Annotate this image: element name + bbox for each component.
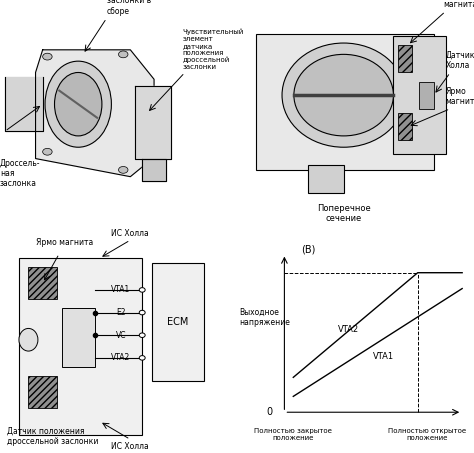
Text: ИС Холла: ИС Холла <box>111 229 149 238</box>
Text: Ярмо магнита: Ярмо магнита <box>36 238 93 247</box>
Bar <box>398 45 412 72</box>
Text: ИС Холла: ИС Холла <box>111 442 149 451</box>
Text: Чувствительный
элемент
датчика
положения
дроссельной
заслонки: Чувствительный элемент датчика положения… <box>182 28 244 70</box>
Text: ECM: ECM <box>167 317 189 327</box>
Bar <box>393 36 446 154</box>
Polygon shape <box>142 159 166 181</box>
Ellipse shape <box>118 167 128 173</box>
Ellipse shape <box>43 149 52 155</box>
Ellipse shape <box>139 288 145 292</box>
Bar <box>152 263 204 381</box>
Polygon shape <box>135 86 171 159</box>
Text: Поперечное
сечение: Поперечное сечение <box>317 204 371 223</box>
Text: VTA1: VTA1 <box>111 285 130 294</box>
Text: Датчик положения
дроссельной заслонки: Датчик положения дроссельной заслонки <box>7 427 99 446</box>
Ellipse shape <box>118 51 128 58</box>
Ellipse shape <box>282 43 405 147</box>
Bar <box>62 308 95 367</box>
Text: VTA2: VTA2 <box>111 353 130 362</box>
Text: VTA1: VTA1 <box>373 352 394 361</box>
Ellipse shape <box>19 328 38 351</box>
Text: VC: VC <box>116 331 126 340</box>
Bar <box>398 113 412 140</box>
Bar <box>19 258 142 435</box>
Text: Корпус
дроссельной
заслонки в
сборе: Корпус дроссельной заслонки в сборе <box>107 0 158 16</box>
Text: E2: E2 <box>116 308 126 317</box>
Bar <box>419 82 434 109</box>
Bar <box>28 267 57 299</box>
Bar <box>28 376 57 408</box>
Polygon shape <box>36 50 154 177</box>
Text: Выходное
напряжение: Выходное напряжение <box>239 308 290 327</box>
Text: Полностью закрытое
положение: Полностью закрытое положение <box>255 428 332 441</box>
Ellipse shape <box>45 61 111 147</box>
Ellipse shape <box>139 310 145 315</box>
Polygon shape <box>5 77 43 131</box>
Text: Ярмо
магнита: Ярмо магнита <box>446 87 474 106</box>
Ellipse shape <box>139 356 145 360</box>
Text: Полностью открытое
положение: Полностью открытое положение <box>388 428 465 441</box>
Bar <box>308 165 344 193</box>
Bar <box>256 34 434 170</box>
Text: 0: 0 <box>266 407 273 417</box>
Ellipse shape <box>294 54 393 136</box>
Ellipse shape <box>139 333 145 337</box>
Text: Дроссель-
ная
заслонка: Дроссель- ная заслонка <box>0 159 40 188</box>
Text: VTA2: VTA2 <box>337 325 359 334</box>
Text: Датчик
Холла: Датчик Холла <box>446 51 474 70</box>
Ellipse shape <box>43 53 52 60</box>
Text: Ярмо
магнита: Ярмо магнита <box>443 0 474 9</box>
Ellipse shape <box>55 72 102 136</box>
Text: (В): (В) <box>301 245 315 255</box>
